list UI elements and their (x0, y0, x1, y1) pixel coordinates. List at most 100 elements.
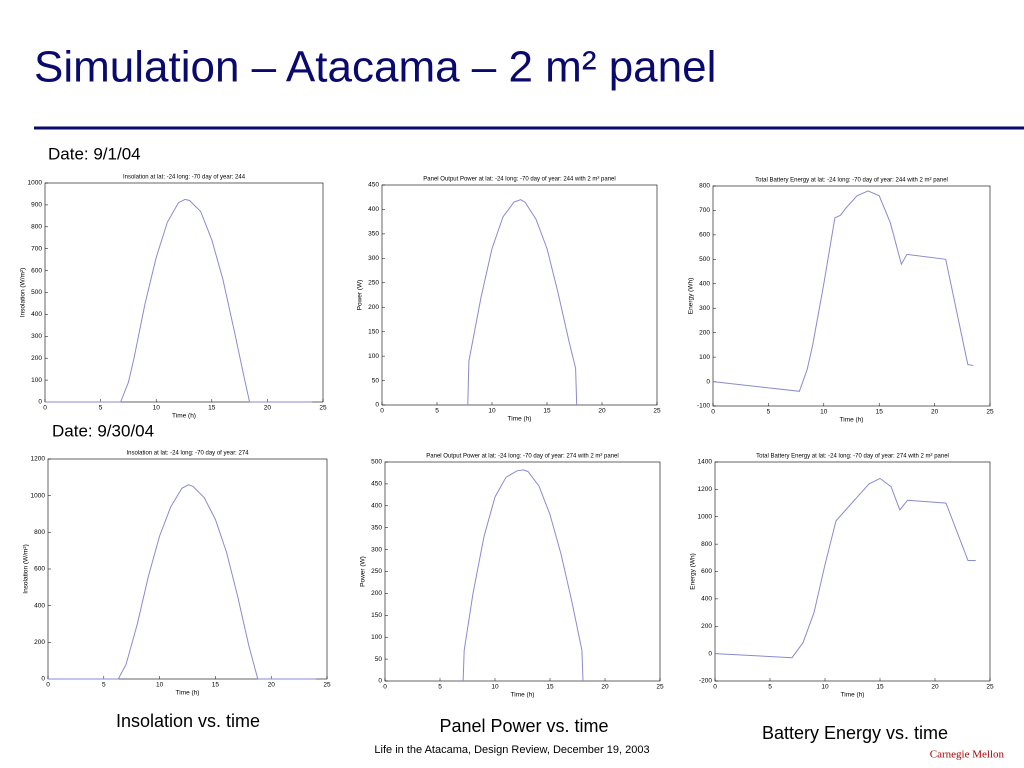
y-tick-label: 1200 (31, 456, 46, 463)
x-tick-label: 0 (713, 684, 717, 691)
x-tick-label: 0 (380, 408, 384, 415)
y-axis-label: Insolation (W/m²) (23, 544, 30, 593)
caption: Insolation vs. time (116, 711, 260, 731)
footer: Life in the Atacama, Design Review, Dece… (374, 744, 649, 756)
y-tick-label: 350 (368, 231, 379, 238)
y-axis-label: Power (W) (360, 556, 367, 587)
y-tick-label: 600 (31, 267, 42, 274)
y-tick-label: 1000 (698, 513, 713, 520)
x-tick-label: 15 (212, 682, 220, 689)
chart: Panel Output Power at lat: -24 long: -70… (360, 454, 664, 699)
y-tick-label: 800 (699, 183, 710, 190)
data-line (712, 190, 974, 392)
y-tick-label: 700 (31, 245, 42, 252)
y-axis-label: Power (W) (357, 280, 364, 311)
x-tick-label: 10 (488, 408, 496, 415)
y-tick-label: 0 (708, 650, 712, 657)
x-axis-label: Time (h) (176, 690, 200, 697)
y-tick-label: 0 (378, 678, 382, 685)
caption: Panel Power vs. time (439, 716, 608, 736)
y-tick-label: 200 (699, 329, 710, 336)
x-tick-label: 10 (821, 684, 829, 691)
y-tick-label: 350 (371, 524, 382, 531)
x-tick-label: 15 (876, 409, 884, 416)
y-tick-label: 300 (31, 333, 42, 340)
x-tick-label: 5 (99, 405, 103, 412)
y-tick-label: 300 (699, 305, 710, 312)
y-tick-label: 900 (31, 202, 42, 209)
x-tick-label: 25 (656, 684, 664, 691)
chart-title: Panel Output Power at lat: -24 long: -70… (423, 177, 615, 183)
date-label: Date: 9/1/04 (48, 144, 141, 163)
data-line (45, 198, 312, 403)
y-tick-label: 250 (368, 279, 379, 286)
y-tick-label: 600 (699, 232, 710, 239)
y-tick-label: 1400 (698, 459, 713, 466)
plot-area (712, 185, 991, 407)
y-tick-label: 0 (706, 378, 710, 385)
x-axis-label: Time (h) (511, 692, 535, 699)
caption: Battery Energy vs. time (762, 723, 948, 743)
plot-area (47, 458, 328, 680)
y-tick-label: 500 (371, 459, 382, 466)
y-tick-label: 200 (371, 590, 382, 597)
x-tick-label: 10 (156, 682, 164, 689)
y-tick-label: 0 (375, 402, 379, 409)
x-tick-label: 20 (598, 408, 606, 415)
y-axis-label: Insolation (W/m²) (20, 268, 27, 317)
data-line (714, 477, 976, 659)
x-tick-label: 0 (43, 405, 47, 412)
slide-title: Simulation – Atacama – 2 m² panel (34, 43, 716, 92)
y-tick-label: 100 (368, 353, 379, 360)
y-tick-label: 300 (368, 255, 379, 262)
y-tick-label: 800 (701, 541, 712, 548)
y-tick-label: 200 (34, 639, 45, 646)
x-tick-label: 10 (820, 409, 828, 416)
x-tick-label: 0 (383, 684, 387, 691)
y-tick-label: -200 (699, 678, 712, 685)
y-tick-label: 600 (701, 568, 712, 575)
chart-title: Total Battery Energy at lat: -24 long: -… (756, 454, 949, 460)
y-tick-label: 200 (701, 623, 712, 630)
x-axis-label: Time (h) (841, 692, 865, 699)
y-tick-label: 1200 (698, 486, 713, 493)
x-axis-label: Time (h) (508, 416, 532, 423)
y-tick-label: 100 (371, 634, 382, 641)
x-tick-label: 25 (323, 682, 331, 689)
x-tick-label: 15 (546, 684, 554, 691)
y-tick-label: 800 (31, 224, 42, 231)
x-tick-label: 15 (876, 684, 884, 691)
y-tick-label: 800 (34, 529, 45, 536)
chart: Insolation at lat: -24 long: -70 day of … (20, 175, 327, 420)
x-tick-label: 5 (438, 684, 442, 691)
y-tick-label: 100 (699, 354, 710, 361)
y-tick-label: 1000 (31, 492, 46, 499)
x-tick-label: 0 (46, 682, 50, 689)
chart-title: Insolation at lat: -24 long: -70 day of … (123, 175, 246, 181)
chart: Total Battery Energy at lat: -24 long: -… (688, 178, 994, 424)
plot-area (381, 184, 658, 406)
data-line (467, 199, 578, 406)
y-tick-label: 100 (31, 377, 42, 384)
x-tick-label: 5 (767, 409, 771, 416)
chart: Total Battery Energy at lat: -24 long: -… (690, 454, 994, 699)
x-tick-label: 0 (711, 409, 715, 416)
plot-area (44, 182, 324, 403)
x-tick-label: 25 (319, 405, 327, 412)
y-tick-label: 50 (372, 377, 380, 384)
y-tick-label: 400 (701, 596, 712, 603)
y-tick-label: 200 (368, 304, 379, 311)
y-tick-label: 150 (368, 328, 379, 335)
x-tick-label: 10 (491, 684, 499, 691)
y-tick-label: 500 (31, 289, 42, 296)
y-tick-label: 1000 (28, 180, 43, 187)
chart-title: Total Battery Energy at lat: -24 long: -… (755, 178, 948, 184)
y-tick-label: 400 (699, 280, 710, 287)
chart: Panel Output Power at lat: -24 long: -70… (357, 177, 661, 423)
y-tick-label: 400 (371, 503, 382, 510)
y-tick-label: 0 (38, 399, 42, 406)
data-line (48, 484, 316, 680)
y-tick-label: -100 (697, 403, 710, 410)
y-tick-label: 250 (371, 568, 382, 575)
